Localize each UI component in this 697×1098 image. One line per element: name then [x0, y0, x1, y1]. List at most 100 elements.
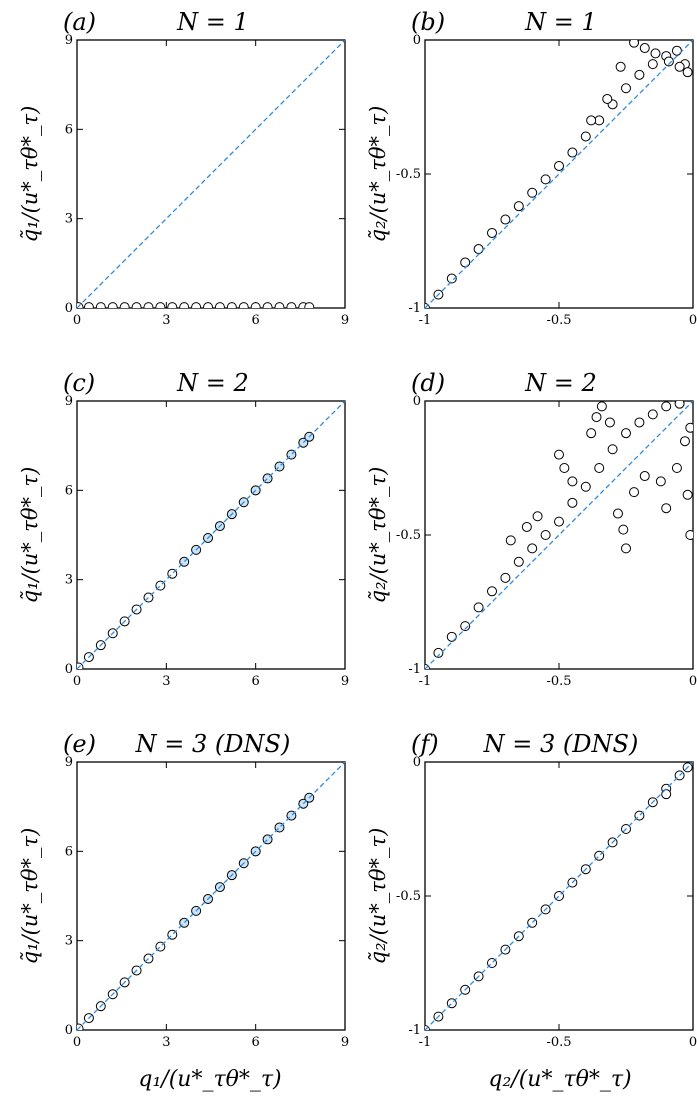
panel-title: N = 3 (DNS): [483, 730, 639, 758]
scatter-point: [203, 302, 214, 308]
x-tick-label: 9: [341, 674, 349, 689]
y-tick-label: -0.5: [396, 889, 421, 904]
scatter-point: [685, 530, 693, 540]
scatter-point: [634, 69, 645, 80]
reference-diagonal-line: [425, 401, 693, 669]
y-tick-label: 0: [413, 394, 421, 409]
scatter-point: [500, 214, 511, 225]
scatter-point: [674, 401, 685, 409]
scatter-point: [618, 524, 629, 535]
y-tick-label: 9: [65, 755, 73, 770]
scatter-point: [527, 543, 538, 554]
scatter-point: [682, 67, 693, 78]
x-tick-label: -1: [419, 674, 432, 689]
y-tick-label: 6: [65, 122, 73, 137]
panel-title: N = 1: [176, 8, 249, 36]
scatter-point: [179, 302, 190, 308]
scatter-point: [274, 302, 285, 308]
scatter-point: [671, 45, 682, 56]
scatter-point: [567, 147, 578, 158]
scatter-point: [629, 40, 640, 48]
panel-letter: (f): [411, 730, 439, 758]
scatter-point: [131, 302, 142, 308]
panel-title: N = 2: [524, 369, 597, 397]
scatter-point: [540, 174, 551, 185]
x-tick-label: -1: [419, 313, 432, 328]
scatter-point: [505, 535, 516, 546]
scatter-point: [612, 508, 623, 519]
scatter-point: [119, 302, 130, 308]
scatter-point: [679, 436, 690, 447]
scatter-point: [83, 302, 94, 308]
y-tick-label: 0: [65, 1023, 73, 1038]
panel-f: -1 -0.5 0-1-0.50(f) N = 3 (DNS)q̃₂/(u*_τθ*_…: [366, 730, 697, 1050]
y-axis-label: q̃₂/(u*_τθ*_τ): [366, 828, 390, 965]
panel-title: N = 3 (DNS): [135, 730, 291, 758]
x-tick-label: 3: [162, 1035, 170, 1050]
x-tick-label: 0: [73, 1035, 81, 1050]
y-tick-label: 3: [65, 934, 73, 949]
y-axis-label: q̃₁/(u*_τθ*_τ): [18, 106, 42, 243]
y-tick-label: 0: [413, 33, 421, 48]
scatter-point: [238, 302, 249, 308]
scatter-point: [634, 417, 645, 428]
scatter-point: [671, 463, 682, 473]
x-tick-label: 3: [162, 313, 170, 328]
y-tick-label: 9: [65, 33, 73, 48]
scatter-point: [685, 422, 693, 433]
panel-letter: (d): [411, 369, 445, 397]
y-axis-label: q̃₁/(u*_τθ*_τ): [18, 467, 42, 604]
x-tick-label: 0: [73, 313, 81, 328]
reference-diagonal-line: [77, 762, 345, 1030]
scatter-point: [107, 302, 118, 308]
y-axis-label: q̃₂/(u*_τθ*_τ): [366, 106, 390, 243]
scatter-point: [604, 417, 615, 428]
scatter-point: [567, 476, 578, 487]
scatter-point: [250, 302, 261, 308]
scatter-point: [521, 521, 532, 532]
scatter-point: [639, 43, 650, 54]
scatter-point: [167, 302, 178, 308]
reference-diagonal-line: [425, 762, 693, 1030]
x-tick-label: 0: [689, 1035, 697, 1050]
scatter-point: [143, 302, 154, 308]
y-tick-label: 9: [65, 394, 73, 409]
scatter-point: [262, 302, 273, 308]
scatter-point: [661, 401, 672, 412]
scatter-point: [682, 489, 693, 500]
y-tick-label: -0.5: [396, 167, 421, 182]
scatter-point: [607, 444, 618, 455]
y-tick-label: 0: [65, 662, 73, 677]
y-tick-label: 3: [65, 573, 73, 588]
x-tick-label: 6: [252, 1035, 260, 1050]
scatter-point: [473, 244, 484, 255]
scatter-point: [513, 201, 524, 212]
scatter-point: [647, 409, 658, 420]
scatter-markers: [77, 302, 315, 308]
scatter-point: [629, 487, 640, 498]
scatter-point: [580, 131, 591, 142]
scatter-point: [446, 273, 457, 284]
y-tick-label: 3: [65, 212, 73, 227]
scatter-point: [661, 789, 672, 800]
y-axis-label: q̃₂/(u*_τθ*_τ): [366, 467, 390, 604]
panel-title: N = 2: [176, 369, 249, 397]
scatter-point: [554, 449, 564, 460]
scatter-point: [155, 302, 166, 308]
x-tick-label: 6: [252, 313, 260, 328]
scatter-point: [446, 631, 457, 642]
scatter-point: [661, 503, 672, 514]
scatter-point: [650, 48, 661, 59]
y-tick-label: 0: [65, 301, 73, 316]
reference-diagonal-line: [77, 40, 345, 308]
scatter-point: [655, 476, 666, 487]
scatter-point: [567, 497, 578, 508]
y-tick-label: 0: [413, 755, 421, 770]
scatter-point: [554, 516, 564, 527]
scatter-point: [532, 511, 543, 522]
x-tick-label: 0: [689, 674, 697, 689]
